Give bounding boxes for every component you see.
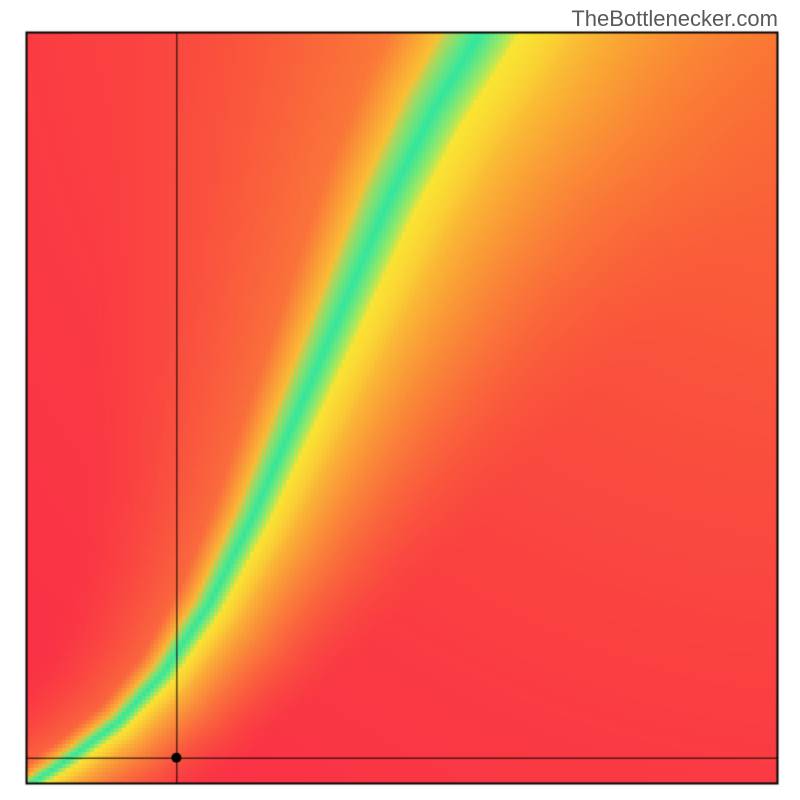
watermark-text: TheBottlenecker.com bbox=[571, 6, 778, 32]
heatmap-chart bbox=[0, 0, 800, 800]
